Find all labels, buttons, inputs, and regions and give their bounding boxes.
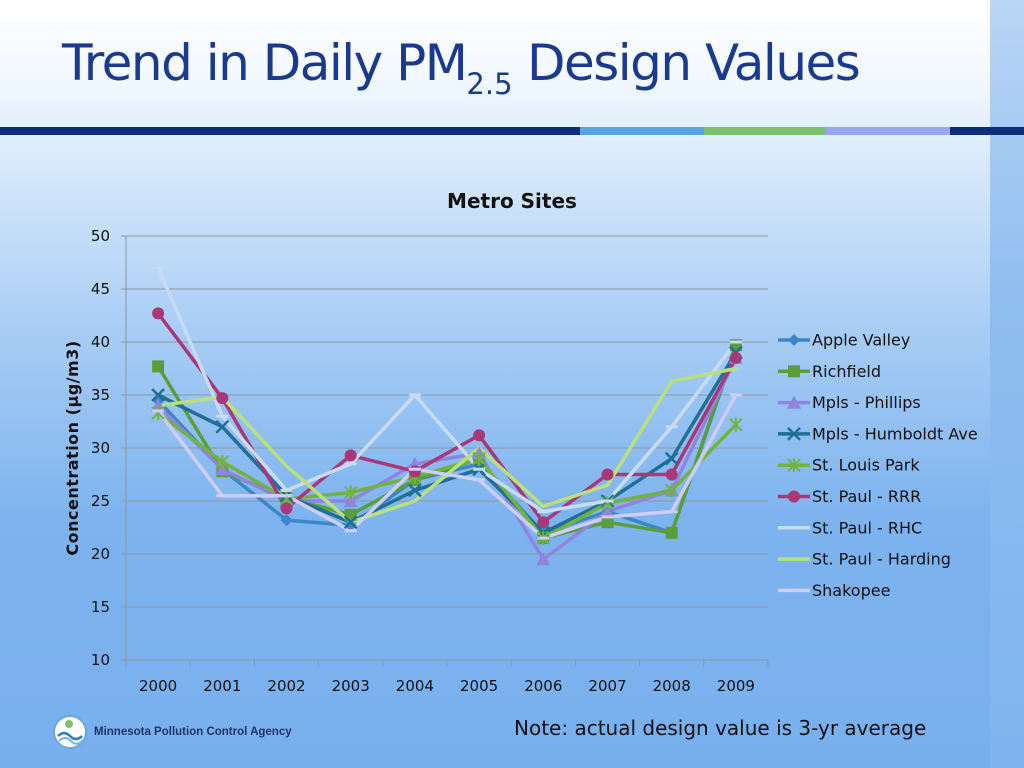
y-tick-label: 10 [91, 651, 110, 669]
legend-label: Apple Valley [812, 331, 910, 350]
data-point [215, 419, 230, 434]
data-point [344, 449, 357, 462]
data-point [280, 514, 293, 527]
axes: 10 15 20 25 30 35 40 45 50 2000 2001 2002 2003 2004 20… [91, 227, 769, 695]
data-point [601, 468, 614, 481]
legend-marker [787, 458, 801, 473]
data-point [600, 496, 615, 511]
data-point [151, 406, 165, 421]
data-point [601, 516, 614, 529]
legend-label: Mpls - Humboldt Ave [812, 424, 978, 443]
y-axis-label: Concentration (µg/m3) [63, 340, 82, 555]
legend-label: St. Paul - Harding [812, 550, 951, 569]
data-point [665, 526, 678, 539]
legend-label: Mpls - Phillips [812, 393, 921, 412]
slide-title: Trend in Daily PM2.5 Design Values [62, 34, 861, 101]
series-lines [156, 266, 738, 562]
title-rule-blue [580, 127, 704, 135]
x-tick-label: 2004 [396, 677, 434, 695]
x-tick-label: 2008 [653, 677, 691, 695]
y-tick-label: 15 [91, 598, 110, 616]
y-tick-label: 30 [91, 439, 110, 457]
series-line [156, 266, 738, 514]
data-point [343, 515, 358, 530]
legend-label: Richfield [812, 362, 881, 381]
data-point [600, 504, 615, 518]
y-tick-label: 20 [91, 545, 110, 563]
data-point [344, 519, 357, 532]
legend-label: St. Paul - RRR [812, 487, 921, 506]
y-tick-label: 40 [91, 333, 110, 351]
data-point [152, 307, 165, 320]
legend: Apple Valley Richfield Mpls - Phillips Mpls… [778, 331, 978, 600]
series-line [156, 356, 738, 562]
legend-marker [788, 490, 800, 503]
x-tick-label: 2001 [203, 677, 241, 695]
x-tick-label: 2005 [460, 677, 498, 695]
data-point [216, 392, 229, 405]
x-tick-label: 2000 [139, 677, 177, 695]
legend-marker [787, 395, 801, 409]
series-line [156, 393, 738, 540]
series-markers [151, 266, 743, 566]
data-point [664, 483, 679, 498]
title-prefix: Trend in Daily PM [62, 34, 468, 92]
data-point [665, 468, 678, 481]
legend-marker [788, 334, 800, 346]
series-line [156, 350, 738, 535]
title-rule-dark-end [950, 127, 1024, 135]
x-tick-label: 2006 [524, 677, 562, 695]
title-suffix: Design Values [512, 34, 861, 92]
agency-name: Minnesota Pollution Control Agency [94, 726, 292, 738]
title-subscript: 2.5 [466, 67, 513, 101]
title-rule-dark [0, 127, 580, 135]
title-rule-green [704, 127, 826, 135]
series-line [156, 411, 738, 540]
legend-marker [788, 365, 800, 378]
legend-label: Shakopee [812, 581, 890, 600]
legend-label: St. Louis Park [812, 456, 920, 475]
title-rule-lavender [826, 127, 950, 135]
gridlines [126, 235, 768, 661]
data-point [537, 516, 550, 529]
y-tick-label: 25 [91, 492, 110, 510]
data-point [408, 465, 421, 478]
data-point [215, 454, 230, 469]
agency-logo [53, 715, 87, 749]
footnote: Note: actual design value is 3-yr averag… [514, 716, 927, 740]
legend-label: St. Paul - RHC [812, 518, 922, 537]
data-point [408, 483, 422, 498]
data-point [152, 360, 165, 373]
data-point [536, 552, 551, 566]
data-point [729, 351, 742, 364]
data-point [151, 388, 165, 402]
y-tick-label: 35 [91, 386, 110, 404]
data-point [472, 451, 486, 466]
data-point [343, 485, 358, 500]
data-point [664, 451, 679, 466]
x-tick-label: 2003 [332, 677, 370, 695]
legend-marker [787, 427, 801, 441]
data-point [473, 429, 486, 442]
chart-title: Metro Sites [447, 189, 577, 213]
y-tick-label: 45 [91, 280, 110, 298]
data-point [729, 417, 743, 432]
y-tick-label: 50 [91, 227, 110, 245]
x-tick-label: 2009 [717, 677, 755, 695]
x-tick-label: 2002 [267, 677, 305, 695]
data-point [280, 502, 293, 515]
x-tick-label: 2007 [588, 677, 626, 695]
data-point [343, 494, 358, 507]
